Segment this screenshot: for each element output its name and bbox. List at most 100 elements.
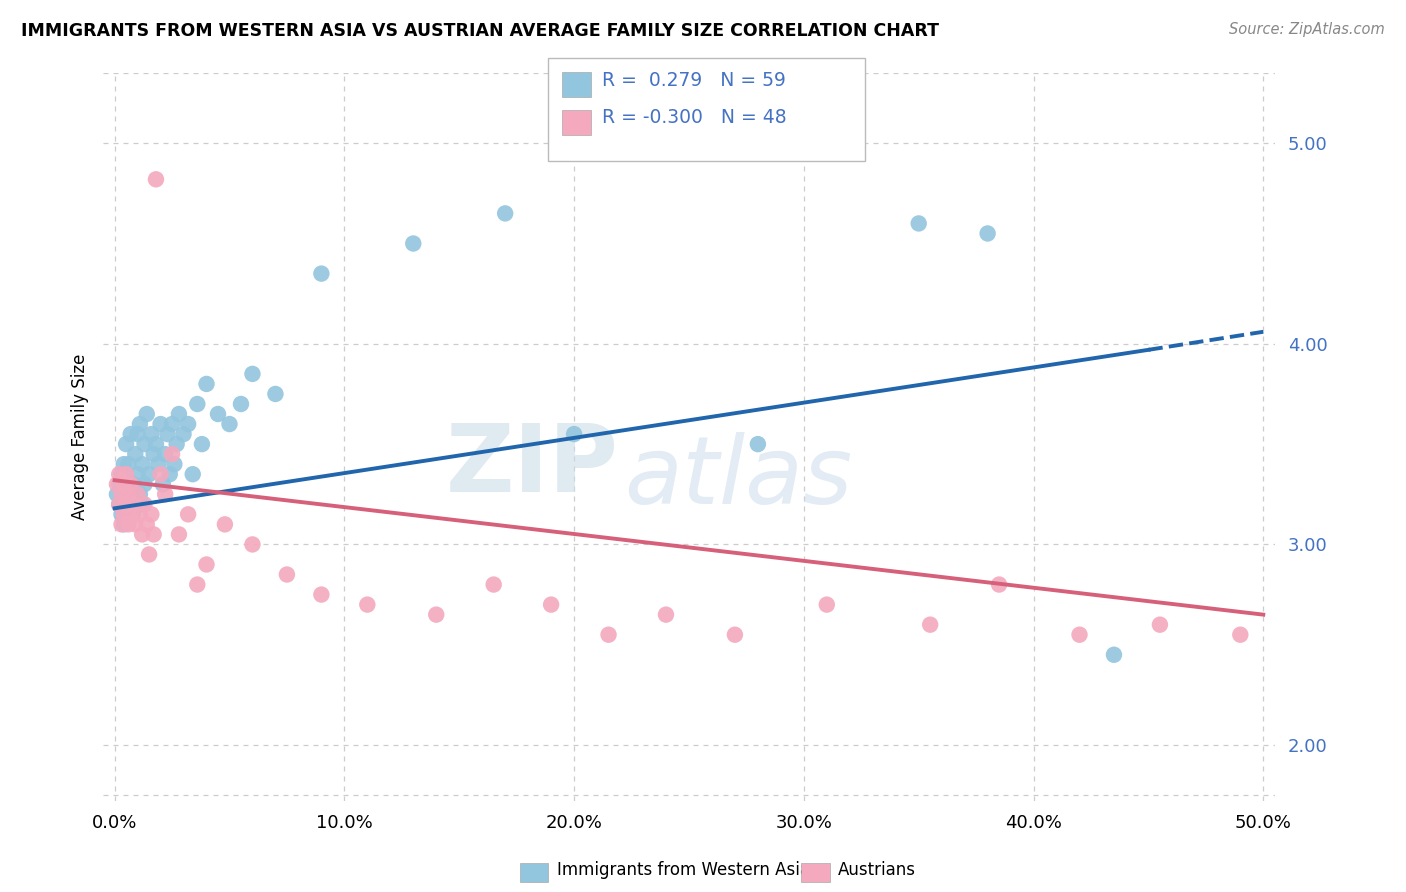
Point (311, 267, 333, 281)
Point (108, 467, 131, 482)
Point (105, 477, 128, 491)
Point (562, 427, 585, 442)
Point (156, 427, 179, 442)
Point (117, 497, 139, 511)
Point (128, 487, 150, 501)
Text: Immigrants from Western Asia: Immigrants from Western Asia (557, 861, 810, 879)
Point (138, 548, 160, 562)
Point (167, 407, 190, 421)
Point (153, 487, 176, 501)
Point (131, 527, 153, 541)
Point (108, 497, 131, 511)
Point (135, 517, 157, 532)
Text: Source: ZipAtlas.com: Source: ZipAtlas.com (1229, 22, 1385, 37)
Point (195, 376, 218, 391)
Point (976, 227, 998, 241)
Point (148, 457, 170, 471)
Point (115, 467, 138, 482)
Point (134, 477, 156, 491)
Point (747, 437, 769, 451)
Point (134, 497, 156, 511)
Y-axis label: Average Family Size: Average Family Size (72, 354, 89, 520)
Point (105, 487, 128, 501)
Point (149, 417, 172, 431)
Point (120, 477, 142, 491)
Text: ZIP: ZIP (446, 420, 619, 512)
Point (988, 577, 1011, 591)
Point (122, 497, 145, 511)
Point (724, 628, 747, 642)
Point (207, 407, 229, 421)
Point (127, 427, 149, 442)
Text: Austrians: Austrians (838, 861, 915, 879)
Point (112, 477, 135, 491)
Point (124, 497, 146, 511)
Point (110, 487, 132, 501)
Point (311, 588, 333, 602)
Point (167, 527, 190, 541)
Point (494, 206, 516, 220)
Point (108, 477, 131, 491)
Point (135, 407, 157, 421)
Point (655, 607, 678, 622)
Point (195, 558, 218, 572)
Point (110, 517, 132, 532)
Point (425, 607, 447, 622)
Point (128, 508, 150, 522)
Text: atlas: atlas (624, 432, 853, 523)
Point (142, 447, 165, 461)
Point (160, 447, 183, 461)
Point (127, 487, 149, 501)
Point (112, 517, 135, 532)
Point (242, 367, 264, 381)
Point (191, 437, 214, 451)
Text: R =  0.279   N = 59: R = 0.279 N = 59 (602, 70, 786, 90)
Point (131, 457, 153, 471)
Point (127, 467, 149, 482)
Point (124, 447, 146, 461)
Point (115, 437, 138, 451)
Point (186, 397, 208, 411)
Point (166, 437, 188, 451)
Point (134, 437, 156, 451)
Point (117, 457, 139, 471)
Point (112, 508, 135, 522)
Point (149, 467, 172, 482)
Point (142, 527, 165, 541)
Point (402, 236, 425, 251)
Point (1069, 628, 1091, 642)
Point (122, 477, 145, 491)
Point (152, 477, 174, 491)
Point (276, 567, 298, 582)
Point (163, 457, 186, 471)
Point (540, 598, 562, 612)
Point (145, 437, 167, 451)
Point (482, 577, 505, 591)
Point (159, 467, 181, 482)
Point (815, 598, 838, 612)
Point (160, 417, 183, 431)
Point (115, 477, 138, 491)
Point (907, 216, 929, 230)
Point (218, 417, 240, 431)
Point (153, 447, 176, 461)
Point (141, 508, 163, 522)
Point (229, 397, 252, 411)
Point (124, 517, 146, 532)
Point (117, 487, 139, 501)
Point (117, 517, 139, 532)
Point (242, 537, 264, 551)
Point (173, 427, 195, 442)
Point (920, 617, 942, 632)
Text: R = -0.300   N = 48: R = -0.300 N = 48 (602, 108, 786, 128)
Point (1102, 648, 1125, 662)
Point (138, 467, 160, 482)
Point (177, 508, 200, 522)
Point (1149, 617, 1171, 632)
Point (264, 387, 287, 401)
Point (356, 598, 378, 612)
Point (181, 467, 204, 482)
Point (141, 427, 163, 442)
Point (131, 497, 153, 511)
Point (110, 508, 132, 522)
